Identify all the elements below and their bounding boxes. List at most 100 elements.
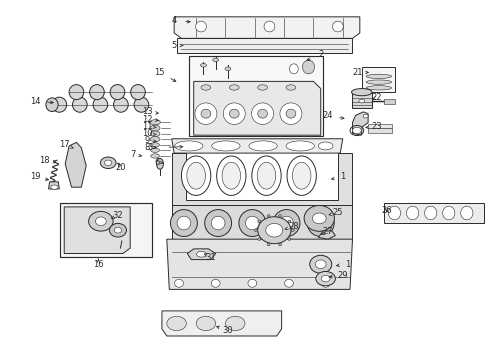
- Text: 9: 9: [145, 136, 150, 145]
- Ellipse shape: [222, 162, 241, 189]
- Polygon shape: [194, 81, 321, 135]
- Ellipse shape: [211, 279, 220, 287]
- Polygon shape: [172, 139, 343, 153]
- Ellipse shape: [96, 217, 106, 226]
- Bar: [368, 124, 392, 129]
- Ellipse shape: [196, 316, 216, 330]
- Text: 18: 18: [39, 156, 50, 165]
- Text: 29: 29: [338, 270, 348, 279]
- Ellipse shape: [200, 63, 206, 67]
- Ellipse shape: [351, 89, 372, 96]
- Ellipse shape: [110, 85, 125, 100]
- Ellipse shape: [196, 21, 206, 32]
- Ellipse shape: [258, 220, 261, 222]
- Ellipse shape: [229, 109, 239, 118]
- Text: 7: 7: [130, 150, 135, 159]
- Ellipse shape: [292, 229, 294, 231]
- Ellipse shape: [257, 162, 276, 189]
- Ellipse shape: [273, 210, 300, 237]
- Polygon shape: [187, 249, 216, 260]
- Ellipse shape: [258, 109, 268, 118]
- Ellipse shape: [287, 156, 317, 195]
- Ellipse shape: [280, 216, 294, 230]
- Text: 31: 31: [205, 253, 216, 262]
- Ellipse shape: [279, 243, 282, 246]
- Ellipse shape: [150, 131, 160, 136]
- Ellipse shape: [442, 206, 455, 220]
- Ellipse shape: [217, 156, 246, 195]
- Ellipse shape: [267, 215, 270, 217]
- Ellipse shape: [213, 58, 219, 62]
- Text: 12: 12: [142, 114, 152, 123]
- Ellipse shape: [150, 125, 160, 131]
- Text: 3: 3: [147, 143, 152, 152]
- Ellipse shape: [286, 85, 296, 90]
- Ellipse shape: [157, 158, 163, 169]
- Text: 32: 32: [113, 211, 123, 220]
- Ellipse shape: [52, 97, 67, 112]
- Ellipse shape: [359, 99, 365, 103]
- Ellipse shape: [100, 157, 116, 168]
- Text: 19: 19: [30, 172, 40, 181]
- Ellipse shape: [288, 238, 291, 240]
- Text: 28: 28: [289, 222, 299, 231]
- Text: 1: 1: [345, 260, 350, 269]
- Ellipse shape: [151, 154, 159, 158]
- Ellipse shape: [267, 243, 270, 246]
- Text: 26: 26: [381, 206, 392, 215]
- Ellipse shape: [352, 127, 361, 134]
- Ellipse shape: [461, 206, 473, 220]
- Ellipse shape: [104, 160, 112, 166]
- Ellipse shape: [332, 21, 343, 32]
- Ellipse shape: [407, 206, 418, 220]
- Ellipse shape: [46, 98, 58, 112]
- Ellipse shape: [258, 85, 268, 90]
- Ellipse shape: [321, 275, 330, 282]
- Ellipse shape: [279, 215, 282, 217]
- Bar: [368, 129, 392, 133]
- Text: 16: 16: [93, 260, 104, 269]
- Polygon shape: [162, 311, 282, 336]
- Ellipse shape: [151, 148, 159, 152]
- Text: 25: 25: [333, 208, 343, 217]
- Ellipse shape: [366, 74, 392, 78]
- Text: 20: 20: [115, 163, 125, 172]
- Bar: [176, 39, 352, 53]
- Ellipse shape: [131, 85, 146, 100]
- Ellipse shape: [223, 103, 245, 125]
- Ellipse shape: [181, 156, 211, 195]
- Ellipse shape: [245, 216, 259, 230]
- Text: 23: 23: [371, 122, 382, 131]
- Ellipse shape: [150, 120, 160, 125]
- Ellipse shape: [196, 251, 206, 257]
- Bar: [189, 56, 323, 136]
- Text: 24: 24: [323, 111, 333, 120]
- Polygon shape: [174, 17, 360, 39]
- Text: 27: 27: [323, 228, 333, 237]
- Ellipse shape: [288, 220, 291, 222]
- Ellipse shape: [114, 97, 128, 112]
- Text: 17: 17: [59, 140, 70, 149]
- Ellipse shape: [286, 141, 315, 151]
- Ellipse shape: [205, 210, 232, 237]
- Ellipse shape: [201, 109, 211, 118]
- Polygon shape: [318, 231, 335, 239]
- Polygon shape: [64, 207, 130, 253]
- Ellipse shape: [304, 206, 334, 231]
- Ellipse shape: [167, 316, 186, 330]
- Bar: [362, 67, 395, 92]
- Ellipse shape: [258, 217, 291, 244]
- Text: 13: 13: [142, 107, 152, 116]
- Ellipse shape: [363, 114, 368, 118]
- Bar: [384, 99, 395, 104]
- Text: 8: 8: [145, 143, 150, 152]
- Polygon shape: [351, 92, 372, 108]
- Ellipse shape: [310, 255, 332, 273]
- Text: 6: 6: [154, 158, 160, 167]
- Ellipse shape: [302, 60, 315, 74]
- Ellipse shape: [266, 224, 283, 237]
- Polygon shape: [172, 153, 352, 207]
- Ellipse shape: [51, 185, 58, 189]
- Ellipse shape: [389, 206, 401, 220]
- Ellipse shape: [174, 279, 183, 287]
